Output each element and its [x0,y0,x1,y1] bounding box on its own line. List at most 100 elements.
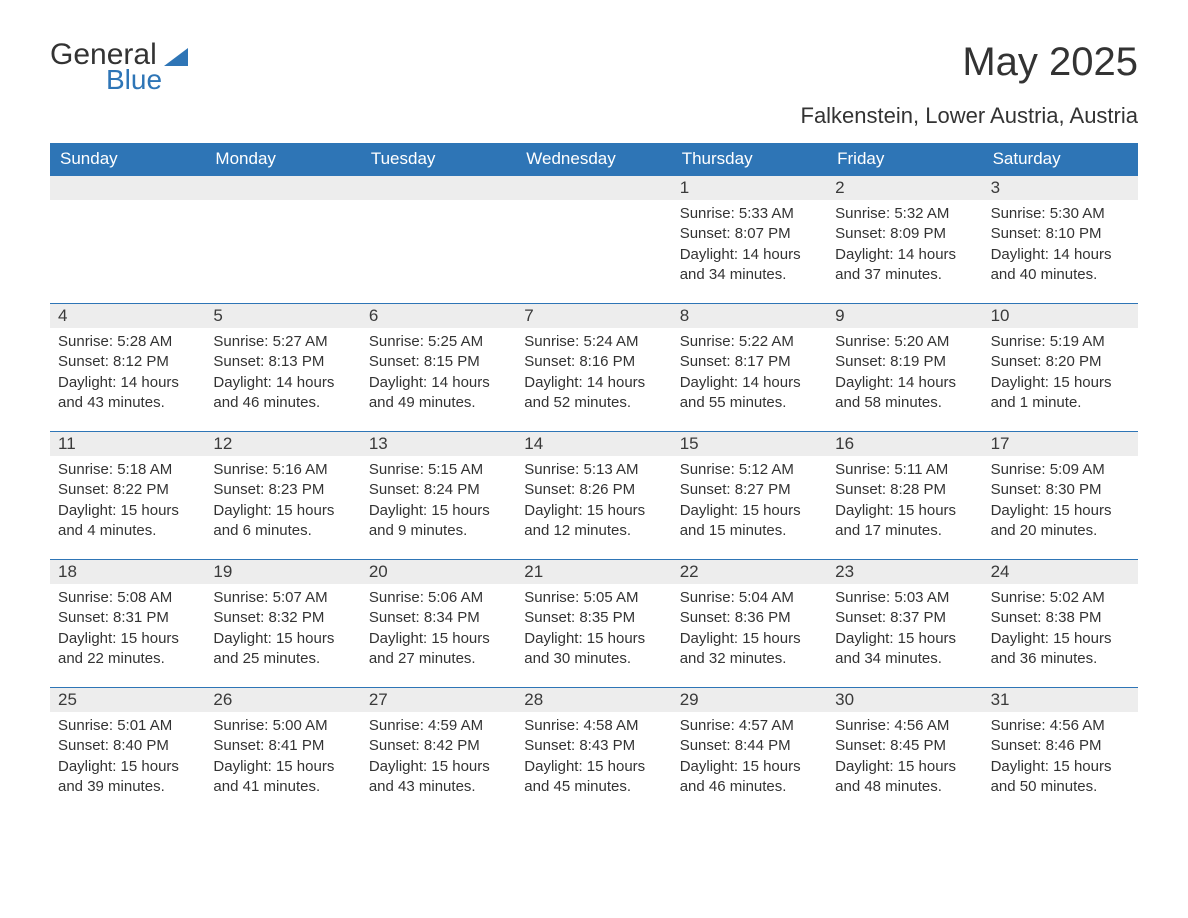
day-number: 9 [827,303,982,328]
calendar-cell: 19Sunrise: 5:07 AMSunset: 8:32 PMDayligh… [205,559,360,687]
calendar-cell: 31Sunrise: 4:56 AMSunset: 8:46 PMDayligh… [983,687,1138,815]
day-body: Sunrise: 4:57 AMSunset: 8:44 PMDaylight:… [672,712,827,797]
daylight-text: Daylight: 15 hours and 41 minutes. [213,757,352,798]
day-body: Sunrise: 5:03 AMSunset: 8:37 PMDaylight:… [827,584,982,669]
day-number: 4 [50,303,205,328]
day-number: 19 [205,559,360,584]
daylight-text: Daylight: 14 hours and 52 minutes. [524,373,663,414]
sunset-text: Sunset: 8:41 PM [213,736,352,756]
daylight-text: Daylight: 15 hours and 27 minutes. [369,629,508,670]
day-body: Sunrise: 5:01 AMSunset: 8:40 PMDaylight:… [50,712,205,797]
sunrise-text: Sunrise: 5:01 AM [58,716,197,736]
sunset-text: Sunset: 8:40 PM [58,736,197,756]
day-number: 27 [361,687,516,712]
day-body: Sunrise: 5:32 AMSunset: 8:09 PMDaylight:… [827,200,982,285]
header-row: General Blue May 2025 Falkenstein, Lower… [50,40,1138,129]
daylight-text: Daylight: 14 hours and 37 minutes. [835,245,974,286]
sunrise-text: Sunrise: 5:30 AM [991,204,1130,224]
page-title: May 2025 [801,40,1139,85]
logo-triangle-icon [164,48,188,66]
sunrise-text: Sunrise: 5:02 AM [991,588,1130,608]
day-body: Sunrise: 5:30 AMSunset: 8:10 PMDaylight:… [983,200,1138,285]
day-header: Wednesday [516,143,671,175]
daylight-text: Daylight: 15 hours and 20 minutes. [991,501,1130,542]
calendar-cell: 12Sunrise: 5:16 AMSunset: 8:23 PMDayligh… [205,431,360,559]
sunrise-text: Sunrise: 5:25 AM [369,332,508,352]
sunset-text: Sunset: 8:20 PM [991,352,1130,372]
day-number: 28 [516,687,671,712]
day-body: Sunrise: 5:25 AMSunset: 8:15 PMDaylight:… [361,328,516,413]
daylight-text: Daylight: 15 hours and 6 minutes. [213,501,352,542]
daylight-text: Daylight: 15 hours and 43 minutes. [369,757,508,798]
day-number: 20 [361,559,516,584]
day-body: Sunrise: 5:13 AMSunset: 8:26 PMDaylight:… [516,456,671,541]
calendar-cell: 15Sunrise: 5:12 AMSunset: 8:27 PMDayligh… [672,431,827,559]
calendar-cell: 10Sunrise: 5:19 AMSunset: 8:20 PMDayligh… [983,303,1138,431]
day-body: Sunrise: 5:00 AMSunset: 8:41 PMDaylight:… [205,712,360,797]
calendar-cell: 30Sunrise: 4:56 AMSunset: 8:45 PMDayligh… [827,687,982,815]
day-number: 24 [983,559,1138,584]
daylight-text: Daylight: 14 hours and 43 minutes. [58,373,197,414]
sunset-text: Sunset: 8:43 PM [524,736,663,756]
day-number: 2 [827,175,982,200]
day-body: Sunrise: 5:04 AMSunset: 8:36 PMDaylight:… [672,584,827,669]
day-number: 14 [516,431,671,456]
daylight-text: Daylight: 14 hours and 40 minutes. [991,245,1130,286]
daylight-text: Daylight: 14 hours and 34 minutes. [680,245,819,286]
day-body: Sunrise: 4:59 AMSunset: 8:42 PMDaylight:… [361,712,516,797]
logo-text: General Blue [50,40,162,94]
calendar-cell: 9Sunrise: 5:20 AMSunset: 8:19 PMDaylight… [827,303,982,431]
day-number: 10 [983,303,1138,328]
sunrise-text: Sunrise: 5:15 AM [369,460,508,480]
sunset-text: Sunset: 8:22 PM [58,480,197,500]
calendar-cell: 20Sunrise: 5:06 AMSunset: 8:34 PMDayligh… [361,559,516,687]
day-number: 15 [672,431,827,456]
calendar-cell: 18Sunrise: 5:08 AMSunset: 8:31 PMDayligh… [50,559,205,687]
day-number: . [205,175,360,200]
daylight-text: Daylight: 14 hours and 55 minutes. [680,373,819,414]
day-body: Sunrise: 5:24 AMSunset: 8:16 PMDaylight:… [516,328,671,413]
sunset-text: Sunset: 8:12 PM [58,352,197,372]
sunset-text: Sunset: 8:31 PM [58,608,197,628]
calendar-cell: . [361,175,516,303]
daylight-text: Daylight: 14 hours and 58 minutes. [835,373,974,414]
sunrise-text: Sunrise: 5:33 AM [680,204,819,224]
day-body: Sunrise: 5:27 AMSunset: 8:13 PMDaylight:… [205,328,360,413]
sunrise-text: Sunrise: 5:09 AM [991,460,1130,480]
sunset-text: Sunset: 8:10 PM [991,224,1130,244]
day-body: Sunrise: 4:58 AMSunset: 8:43 PMDaylight:… [516,712,671,797]
day-body: Sunrise: 5:20 AMSunset: 8:19 PMDaylight:… [827,328,982,413]
day-number: 22 [672,559,827,584]
calendar-cell: . [205,175,360,303]
day-body [205,200,360,204]
sunrise-text: Sunrise: 4:58 AM [524,716,663,736]
sunset-text: Sunset: 8:46 PM [991,736,1130,756]
daylight-text: Daylight: 15 hours and 22 minutes. [58,629,197,670]
day-number: 26 [205,687,360,712]
sunset-text: Sunset: 8:27 PM [680,480,819,500]
calendar-cell: 23Sunrise: 5:03 AMSunset: 8:37 PMDayligh… [827,559,982,687]
sunset-text: Sunset: 8:36 PM [680,608,819,628]
sunset-text: Sunset: 8:30 PM [991,480,1130,500]
sunset-text: Sunset: 8:42 PM [369,736,508,756]
calendar-cell: 14Sunrise: 5:13 AMSunset: 8:26 PMDayligh… [516,431,671,559]
day-body [50,200,205,204]
day-body: Sunrise: 5:05 AMSunset: 8:35 PMDaylight:… [516,584,671,669]
day-number: 8 [672,303,827,328]
day-body: Sunrise: 4:56 AMSunset: 8:45 PMDaylight:… [827,712,982,797]
day-body: Sunrise: 5:28 AMSunset: 8:12 PMDaylight:… [50,328,205,413]
day-number: 11 [50,431,205,456]
day-number: 3 [983,175,1138,200]
sunrise-text: Sunrise: 5:16 AM [213,460,352,480]
sunset-text: Sunset: 8:35 PM [524,608,663,628]
day-number: 17 [983,431,1138,456]
sunset-text: Sunset: 8:28 PM [835,480,974,500]
calendar-cell: 26Sunrise: 5:00 AMSunset: 8:41 PMDayligh… [205,687,360,815]
sunrise-text: Sunrise: 5:03 AM [835,588,974,608]
sunset-text: Sunset: 8:44 PM [680,736,819,756]
day-header: Tuesday [361,143,516,175]
day-body: Sunrise: 5:11 AMSunset: 8:28 PMDaylight:… [827,456,982,541]
title-block: May 2025 Falkenstein, Lower Austria, Aus… [801,40,1139,129]
day-number: 5 [205,303,360,328]
sunrise-text: Sunrise: 5:11 AM [835,460,974,480]
